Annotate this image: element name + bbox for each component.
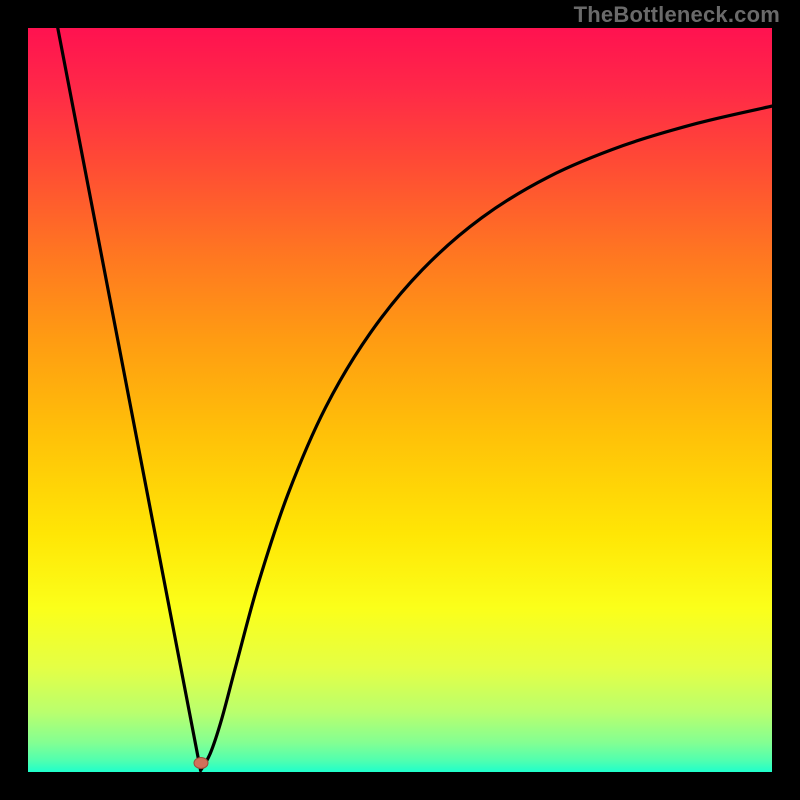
bottleneck-curve [28,28,772,772]
optimal-point-marker [193,757,208,769]
watermark-text: TheBottleneck.com [574,2,780,28]
chart-frame: TheBottleneck.com [0,0,800,800]
plot-area [28,28,772,772]
